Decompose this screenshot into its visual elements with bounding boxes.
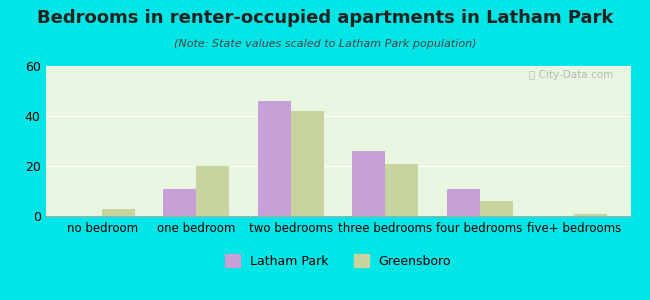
Legend: Latham Park, Greensboro: Latham Park, Greensboro	[220, 249, 456, 273]
Bar	[447, 188, 480, 216]
Bar	[385, 164, 418, 216]
Text: Bedrooms in renter-occupied apartments in Latham Park: Bedrooms in renter-occupied apartments i…	[37, 9, 613, 27]
Bar	[352, 151, 385, 216]
Bar	[480, 201, 513, 216]
Bar	[291, 111, 324, 216]
Bar	[258, 101, 291, 216]
Bar	[574, 214, 607, 216]
Bar	[163, 188, 196, 216]
Bar	[196, 166, 229, 216]
Bar	[102, 208, 135, 216]
Text: (Note: State values scaled to Latham Park population): (Note: State values scaled to Latham Par…	[174, 39, 476, 49]
Text: ⓘ City-Data.com: ⓘ City-Data.com	[528, 70, 613, 80]
